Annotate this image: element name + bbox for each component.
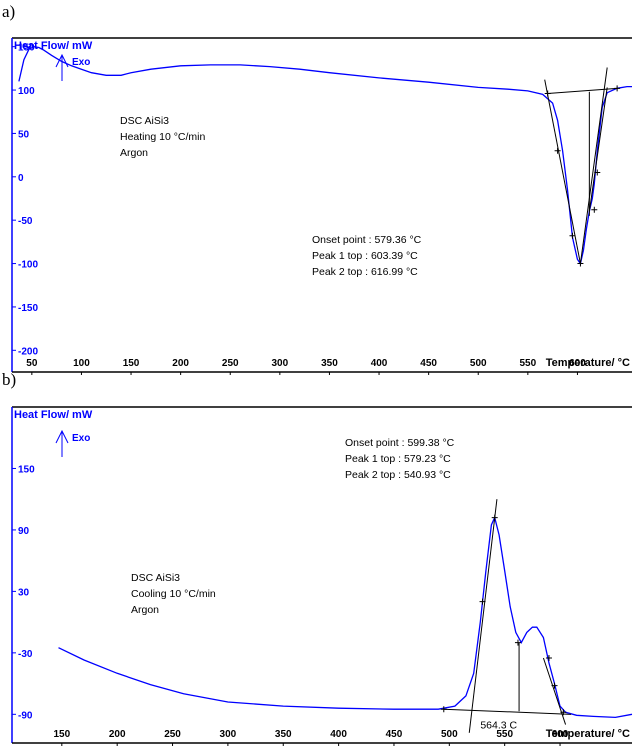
x-tick-label: 350 [275, 729, 292, 740]
point-marker [554, 147, 561, 154]
y-tick-label: 150 [18, 464, 35, 475]
point-marker [577, 260, 584, 267]
point-marker [491, 514, 498, 521]
x-tick-label: 150 [53, 729, 70, 740]
dsc-curve-0 [18, 46, 632, 266]
y-tick-label: 100 [18, 86, 35, 97]
result-line: Onset point : 599.38 °C [345, 437, 455, 449]
construction-line [588, 87, 608, 212]
y-axis-label: Heat Flow/ mW [14, 40, 93, 52]
y-tick-label: 90 [18, 526, 30, 537]
sample-info-line: Heating 10 °C/min [120, 131, 205, 143]
x-tick-label: 250 [164, 729, 181, 740]
result-line: Onset point : 579.36 °C [312, 234, 422, 246]
x-tick-label: 500 [441, 729, 458, 740]
construction-line [542, 657, 567, 725]
construction-line [547, 87, 618, 95]
point-marker [569, 232, 576, 239]
panel-b-label: b) [2, 370, 17, 389]
x-axis-label: Temperature/ °C [546, 728, 630, 740]
panel-a-label: a) [2, 2, 16, 21]
chart-b: 150 90 30 -30 -90 150 200 250 300 350 400 450 500 550… [11, 406, 633, 746]
x-tick-label: 200 [172, 358, 189, 369]
x-tick-label: 300 [271, 358, 288, 369]
point-marker [591, 206, 598, 213]
construction-line [443, 708, 572, 715]
point-marker [560, 709, 567, 716]
x-tick-label: 400 [330, 729, 347, 740]
exo-label: Exo [72, 57, 90, 68]
exo-arrow-icon [55, 429, 69, 457]
x-tick-label: 550 [519, 358, 536, 369]
result-line: Peak 2 top : 616.99 °C [312, 266, 418, 278]
x-tick-label: 500 [470, 358, 487, 369]
sample-info-line: DSC AiSi3 [120, 115, 169, 127]
y-tick-label: -30 [18, 649, 33, 660]
point-marker [594, 169, 601, 176]
point-marker [514, 639, 521, 646]
x-tick-label: 150 [123, 358, 140, 369]
result-line: Peak 1 top : 603.39 °C [312, 250, 418, 262]
x-tick-label: 100 [73, 358, 90, 369]
y-tick-label: 30 [18, 587, 30, 598]
y-tick-label: 0 [18, 173, 24, 184]
x-tick-label: 550 [496, 729, 513, 740]
x-tick-label: 600 [569, 358, 586, 369]
y-tick-label: -100 [18, 260, 38, 271]
x-tick-label: 50 [26, 358, 38, 369]
point-marker [545, 654, 552, 661]
y-tick-label: -90 [18, 710, 33, 721]
construction-line [544, 79, 581, 264]
y-axis-label: Heat Flow/ mW [14, 409, 93, 421]
x-tick-label: 450 [420, 358, 437, 369]
y-tick-label: 50 [18, 129, 30, 140]
construction-line [468, 499, 498, 733]
point-marker [551, 682, 558, 689]
construction-line [579, 67, 608, 264]
dsc-curve-0 [58, 515, 633, 719]
x-tick-label: 600 [552, 729, 569, 740]
sample-info-line: DSC AiSi3 [131, 572, 180, 584]
exo-label: Exo [72, 433, 90, 444]
sample-info-line: Cooling 10 °C/min [131, 588, 216, 600]
x-axis-label: Temperature/ °C [546, 357, 630, 369]
x-tick-label: 300 [220, 729, 237, 740]
sample-info-line: Argon [120, 147, 148, 159]
x-tick-label: 450 [386, 729, 403, 740]
point-marker [544, 90, 551, 97]
x-tick-label: 200 [109, 729, 126, 740]
onset-temperature-annotation: 564.3 C [480, 720, 517, 732]
point-marker [479, 598, 486, 605]
point-marker [440, 706, 447, 713]
x-tick-label: 350 [321, 358, 338, 369]
sample-info-line: Argon [131, 604, 159, 616]
y-tick-label: -200 [18, 346, 38, 357]
y-tick-label: -50 [18, 216, 33, 227]
x-tick-label: 400 [371, 358, 388, 369]
result-line: Peak 2 top : 540.93 °C [345, 469, 451, 481]
x-tick-label: 250 [222, 358, 239, 369]
y-tick-label: -150 [18, 303, 38, 314]
point-marker [614, 85, 621, 92]
y-tick-label: 150 [18, 43, 35, 54]
result-line: Peak 1 top : 579.23 °C [345, 453, 451, 465]
